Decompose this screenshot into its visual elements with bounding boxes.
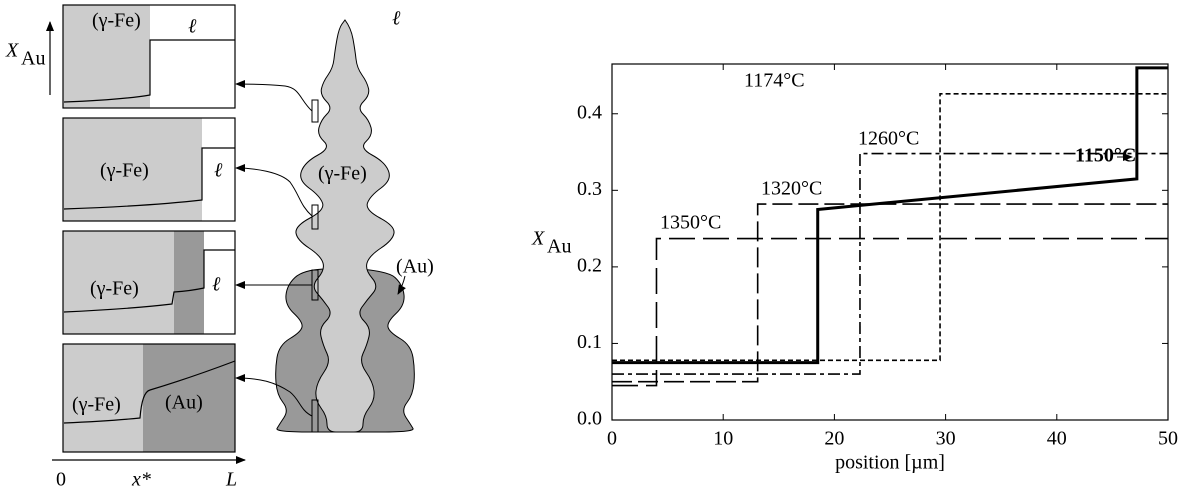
series-line <box>612 93 1168 362</box>
series-label: 1150°C <box>1075 145 1136 167</box>
profile-curve <box>63 360 236 424</box>
chart: 0.0 0.1 0.2 0.3 0.4 0 10 20 30 40 50 position [µm] X… <box>531 63 1178 474</box>
profile-curve <box>63 39 235 103</box>
x-tick-label: 50 <box>1158 428 1178 450</box>
gamma-stem <box>295 19 395 433</box>
y-tick-label: 0.2 <box>577 254 602 276</box>
series-line <box>612 66 1168 365</box>
profile-curve <box>63 249 235 313</box>
y-tick-label: 0.1 <box>577 331 602 353</box>
x-axis-label: x* <box>131 469 151 491</box>
panel-label: ℓ <box>212 274 221 296</box>
dendrite-label: ℓ <box>392 8 401 30</box>
dendrite-label: (γ-Fe) <box>318 163 367 185</box>
series-label: 1320°C <box>761 178 822 200</box>
panels <box>46 4 246 464</box>
x-tick-label: 0 <box>607 428 617 450</box>
panel-frame <box>62 4 236 109</box>
panel-label: (γ-Fe) <box>92 10 141 32</box>
sample-window <box>311 204 319 230</box>
plot-frame <box>611 63 1169 421</box>
pointer-arrow <box>235 80 313 112</box>
y-tick-label: 0.0 <box>577 408 602 430</box>
y-axis-title-sub: Au <box>547 236 571 258</box>
panel-label: ℓ <box>188 16 197 38</box>
panel-label: (Au) <box>165 392 203 414</box>
au-region <box>174 231 204 334</box>
series-label: 1260°C <box>858 128 919 150</box>
gamma-region <box>63 5 150 108</box>
panel-label: (γ-Fe) <box>100 160 149 182</box>
pointer-arrow <box>397 275 406 295</box>
x-axis-title: position [µm] <box>835 452 945 474</box>
series-line <box>612 152 1168 375</box>
x-axis-label: 0 <box>56 469 66 491</box>
panel-label: ℓ <box>214 160 223 182</box>
series-line <box>612 203 1168 383</box>
x-axis-label: L <box>225 469 237 491</box>
y-axis-title: X <box>531 228 545 250</box>
panel-frame <box>62 343 236 453</box>
panel-frame <box>62 117 236 222</box>
x-tick-label: 20 <box>824 428 844 450</box>
profile-curve <box>63 147 235 210</box>
pointer-arrow <box>235 164 313 217</box>
x-tick-label: 40 <box>1047 428 1067 450</box>
dendrite <box>235 19 415 433</box>
y-axis-label: X <box>5 40 19 62</box>
gamma-region <box>63 231 174 334</box>
series-label: 1174°C <box>744 70 805 92</box>
panel-label: (γ-Fe) <box>72 394 121 416</box>
y-axis-label-sub: Au <box>21 48 45 70</box>
x-tick-label: 30 <box>936 428 956 450</box>
gamma-region <box>63 344 143 452</box>
au-region <box>143 344 235 452</box>
x-tick-label: 10 <box>713 428 733 450</box>
panel-label: (γ-Fe) <box>90 278 139 300</box>
sample-window <box>311 99 319 123</box>
series-label: 1350°C <box>660 212 721 234</box>
dendrite-label: (Au) <box>396 256 434 278</box>
y-tick-label: 0.3 <box>577 178 602 200</box>
series-line <box>612 237 1168 387</box>
gamma-region <box>63 118 202 221</box>
pointer-arrow <box>235 374 313 417</box>
y-tick-label: 0.4 <box>577 101 602 123</box>
